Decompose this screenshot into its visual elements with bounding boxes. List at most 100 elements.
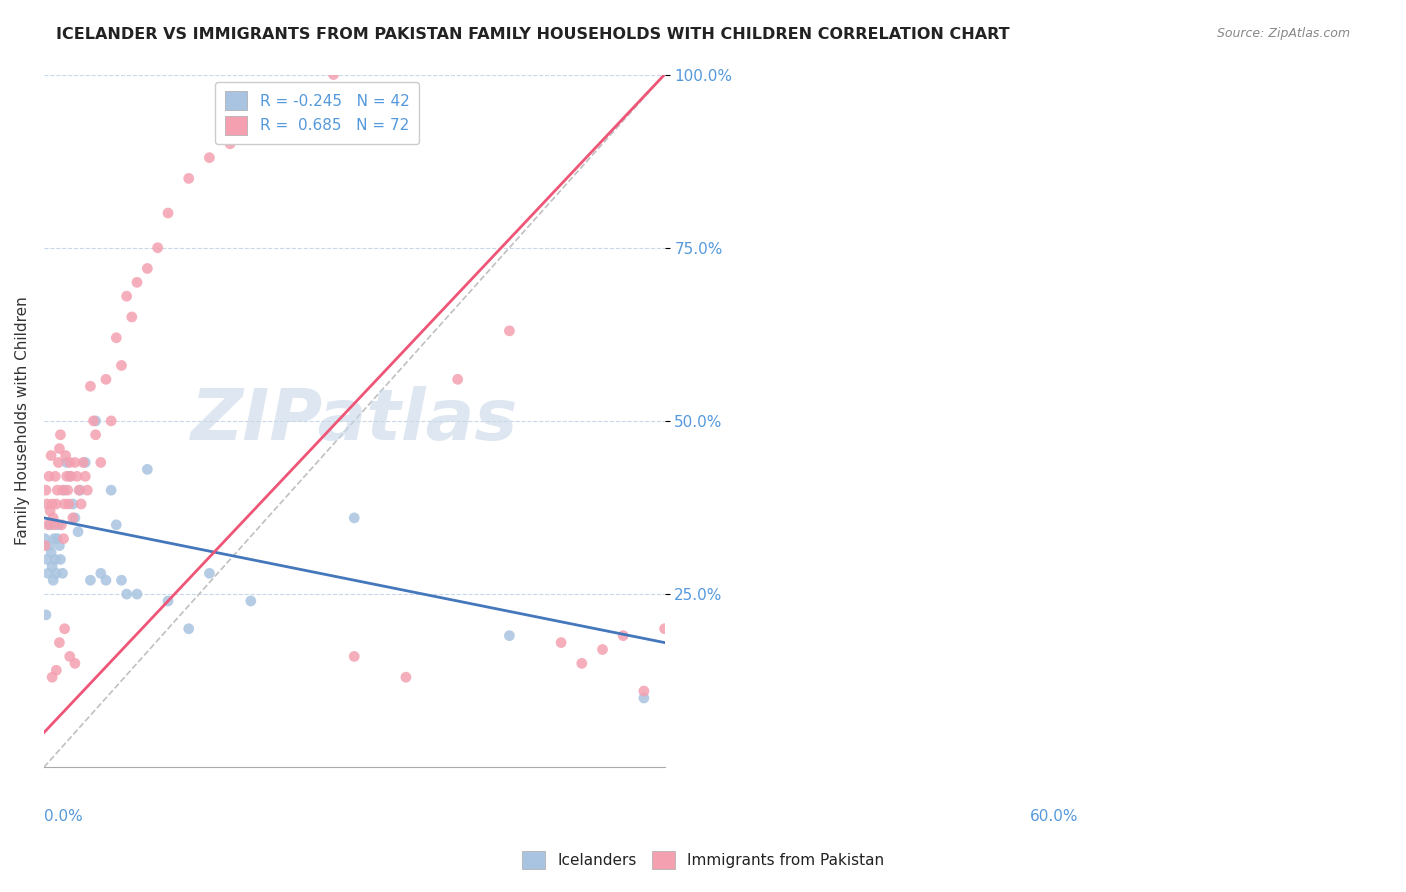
- Point: [66, 524, 89, 539]
- Point: [51, 566, 73, 581]
- Legend: Icelanders, Immigrants from Pakistan: Icelanders, Immigrants from Pakistan: [516, 845, 890, 875]
- Point: [48, 442, 70, 456]
- Point: [59, 469, 82, 483]
- Point: [94, 573, 117, 587]
- Point: [70, 497, 93, 511]
- Point: [110, 359, 132, 373]
- Point: [44, 552, 66, 566]
- Point: [41, 670, 63, 684]
- Point: [53, 483, 76, 498]
- Point: [34, 539, 56, 553]
- Point: [37, 517, 59, 532]
- Point: [157, 206, 180, 220]
- Point: [34, 532, 56, 546]
- Point: [75, 469, 97, 483]
- Point: [58, 497, 80, 511]
- Point: [49, 427, 72, 442]
- Point: [45, 663, 67, 677]
- Point: [53, 622, 76, 636]
- Point: [239, 123, 262, 137]
- Point: [571, 657, 593, 671]
- Point: [52, 532, 75, 546]
- Point: [41, 497, 63, 511]
- Point: [498, 324, 520, 338]
- Point: [62, 511, 84, 525]
- Point: [69, 483, 91, 498]
- Point: [39, 504, 62, 518]
- Point: [55, 469, 77, 483]
- Point: [198, 566, 221, 581]
- Point: [42, 573, 65, 587]
- Point: [94, 372, 117, 386]
- Point: [177, 171, 200, 186]
- Point: [46, 532, 69, 546]
- Point: [35, 483, 58, 498]
- Point: [79, 573, 101, 587]
- Point: [39, 517, 62, 532]
- Point: [44, 532, 66, 546]
- Point: [63, 657, 86, 671]
- Point: [48, 539, 70, 553]
- Point: [115, 587, 138, 601]
- Point: [100, 483, 122, 498]
- Point: [633, 684, 655, 698]
- Point: [110, 573, 132, 587]
- Point: [100, 414, 122, 428]
- Point: [550, 635, 572, 649]
- Point: [105, 331, 128, 345]
- Point: [41, 559, 63, 574]
- Point: [157, 594, 180, 608]
- Point: [35, 497, 58, 511]
- Text: ICELANDER VS IMMIGRANTS FROM PAKISTAN FAMILY HOUSEHOLDS WITH CHILDREN CORRELATIO: ICELANDER VS IMMIGRANTS FROM PAKISTAN FA…: [56, 27, 1010, 42]
- Point: [59, 649, 82, 664]
- Point: [38, 539, 60, 553]
- Point: [79, 379, 101, 393]
- Point: [322, 68, 344, 82]
- Point: [592, 642, 614, 657]
- Point: [75, 455, 97, 469]
- Point: [56, 483, 79, 498]
- Point: [59, 455, 82, 469]
- Point: [447, 372, 470, 386]
- Point: [46, 483, 69, 498]
- Point: [198, 151, 221, 165]
- Point: [343, 511, 366, 525]
- Point: [115, 289, 138, 303]
- Point: [63, 511, 86, 525]
- Point: [146, 241, 169, 255]
- Point: [49, 552, 72, 566]
- Point: [44, 469, 66, 483]
- Point: [72, 455, 94, 469]
- Point: [84, 414, 107, 428]
- Point: [633, 691, 655, 706]
- Point: [35, 607, 58, 622]
- Point: [67, 483, 90, 498]
- Point: [39, 449, 62, 463]
- Point: [84, 427, 107, 442]
- Point: [136, 261, 159, 276]
- Point: [302, 81, 325, 95]
- Point: [48, 635, 70, 649]
- Point: [121, 310, 143, 324]
- Point: [343, 649, 366, 664]
- Point: [125, 587, 148, 601]
- Text: ZIPatlas: ZIPatlas: [191, 386, 517, 456]
- Point: [62, 497, 84, 511]
- Text: Source: ZipAtlas.com: Source: ZipAtlas.com: [1216, 27, 1350, 40]
- Point: [51, 483, 73, 498]
- Point: [219, 136, 242, 151]
- Point: [48, 455, 70, 469]
- Point: [55, 449, 77, 463]
- Text: 0.0%: 0.0%: [44, 809, 83, 824]
- Point: [35, 552, 58, 566]
- Legend: R = -0.245   N = 42, R =  0.685   N = 72: R = -0.245 N = 42, R = 0.685 N = 72: [215, 82, 419, 144]
- Point: [59, 469, 82, 483]
- Point: [90, 566, 112, 581]
- Point: [39, 545, 62, 559]
- Point: [654, 622, 676, 636]
- Point: [395, 670, 418, 684]
- Point: [66, 469, 89, 483]
- Point: [45, 566, 67, 581]
- Point: [281, 95, 304, 110]
- Point: [38, 469, 60, 483]
